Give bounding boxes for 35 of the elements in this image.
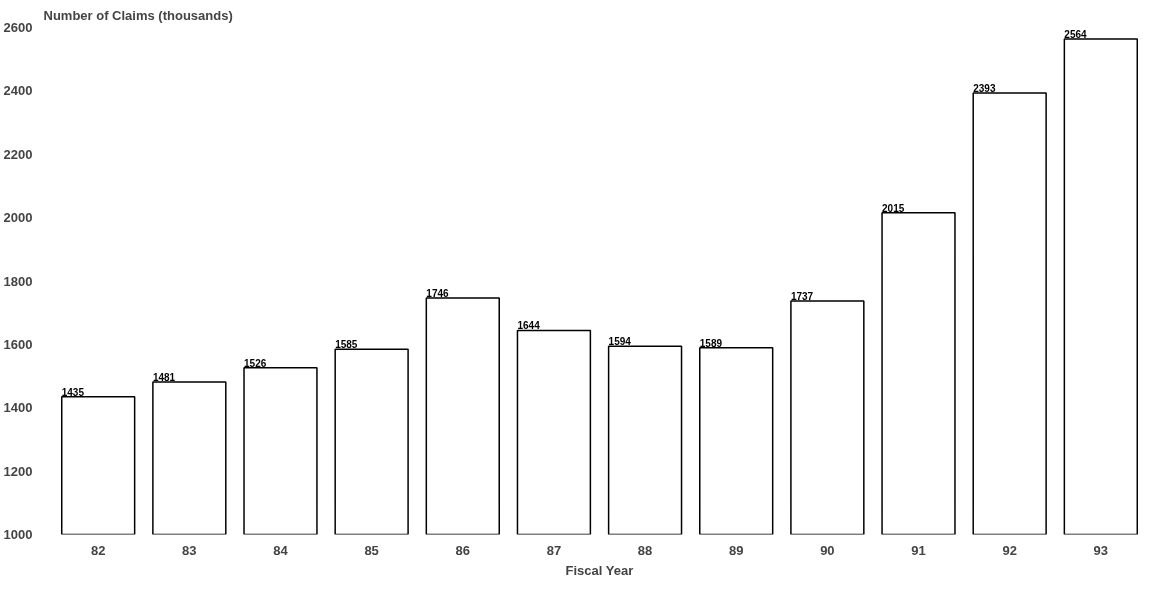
x-tick-label: 83 (182, 542, 197, 558)
data-label: 1589 (699, 337, 723, 349)
y-tick-label: 1000 (3, 527, 33, 542)
y-tick-label: 1800 (3, 273, 33, 289)
data-label: 2564 (1064, 28, 1088, 40)
data-label: 1585 (335, 339, 358, 351)
y-tick-label: 2600 (3, 20, 33, 35)
x-tick-label: 84 (273, 542, 289, 558)
data-label: 1737 (790, 290, 814, 302)
data-label: 1594 (608, 336, 632, 348)
data-label: 1644 (517, 320, 541, 332)
data-label: 1435 (61, 386, 85, 398)
x-tick-label: 86 (455, 542, 471, 558)
data-label: 1481 (152, 372, 176, 384)
y-tick-label: 1200 (3, 463, 33, 479)
x-tick-label: 93 (1093, 542, 1109, 558)
y-tick-label: 2200 (3, 146, 33, 162)
y-tick-label: 2400 (3, 83, 33, 99)
y-axis-title: Number of Claims (thousands) (43, 7, 233, 23)
x-tick-label: 90 (820, 542, 835, 558)
x-tick-label: 92 (1002, 542, 1017, 558)
data-label: 1526 (244, 357, 267, 369)
x-tick-label: 89 (728, 542, 744, 558)
x-tick-label: 88 (637, 542, 653, 558)
x-tick-label: 82 (90, 542, 106, 558)
y-tick-label: 1400 (3, 400, 33, 416)
x-tick-label: 87 (546, 542, 562, 558)
x-axis-title: Fiscal Year (565, 562, 634, 578)
y-tick-label: 1600 (3, 336, 33, 352)
x-tick-label: 85 (364, 542, 379, 558)
data-label: 1746 (426, 288, 449, 300)
data-label: 2393 (973, 83, 996, 95)
x-tick-label: 91 (911, 542, 926, 558)
data-label: 2015 (882, 202, 905, 214)
y-tick-label: 2000 (3, 210, 33, 226)
